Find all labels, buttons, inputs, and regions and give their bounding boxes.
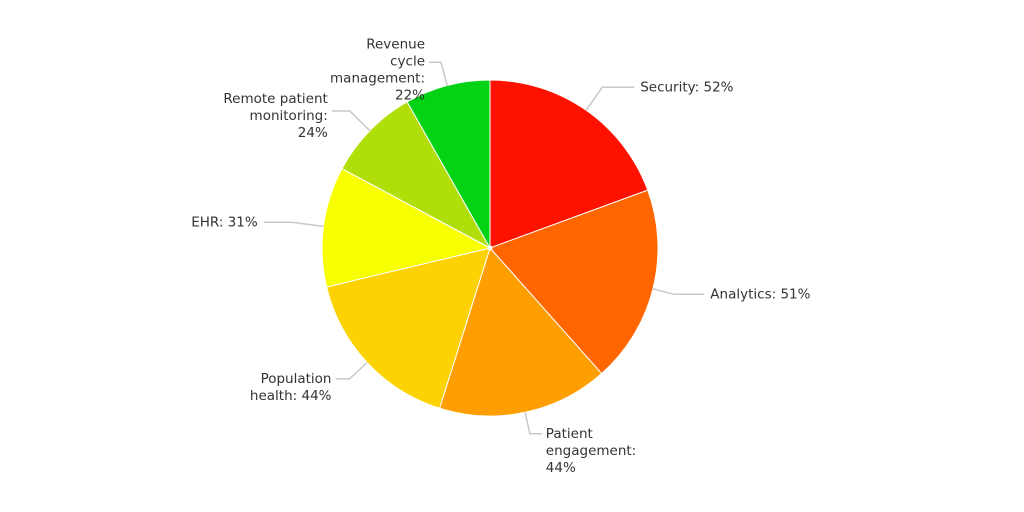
slices-layer	[321, 79, 659, 417]
slice-label-line: health: 44%	[250, 388, 332, 404]
slice-label-patient-engagement: Patient engagement: 44%	[546, 426, 636, 476]
leader-line-remote-patient-monitoring	[331, 110, 371, 132]
slice-label-security: Security: 52%	[640, 79, 733, 95]
slice-label-line: Patient	[546, 426, 593, 442]
leader-line-population-health	[335, 361, 368, 380]
leader-line-ehr	[263, 221, 324, 228]
pie-slice-revenue-cycle-management[interactable]	[406, 79, 491, 250]
pie-slice-population-health[interactable]	[325, 247, 491, 409]
slice-label-line: 24%	[298, 125, 328, 141]
slice-label-line: cycle	[390, 53, 425, 69]
slice-label-line: 44%	[546, 460, 576, 476]
slice-label-remote-patient-monitoring: Remote patient monitoring: 24%	[223, 91, 328, 141]
slice-label-line: Population	[261, 371, 332, 387]
pie-slice-security[interactable]	[489, 79, 649, 249]
leader-line-revenue-cycle-management	[429, 61, 448, 86]
slice-label-line: engagement:	[546, 443, 636, 459]
leaders-layer	[263, 61, 705, 435]
leader-line-security	[585, 86, 635, 111]
labels-layer: Security: 52% Analytics: 51% Patient engage…	[191, 36, 810, 476]
slice-label-line: monitoring:	[250, 108, 328, 124]
leader-line-patient-engagement	[524, 412, 542, 435]
slice-label-line: management:	[330, 70, 425, 86]
slice-label-line: 22%	[395, 87, 425, 103]
slice-label-line: Security: 52%	[640, 79, 733, 95]
pie-center-dot	[487, 245, 493, 251]
slice-label-analytics: Analytics: 51%	[710, 286, 810, 302]
pie-slice-remote-patient-monitoring[interactable]	[341, 101, 492, 250]
leader-line-analytics	[652, 288, 705, 296]
pie-slice-analytics[interactable]	[489, 189, 659, 375]
slice-label-line: EHR: 31%	[191, 214, 258, 230]
slice-label-population-health: Population health: 44%	[250, 371, 332, 404]
slice-label-revenue-cycle-management: Revenue cycle management: 22%	[330, 36, 425, 103]
slice-label-ehr: EHR: 31%	[191, 214, 258, 230]
pie-slice-patient-engagement[interactable]	[438, 247, 603, 417]
slice-label-line: Revenue	[366, 36, 425, 52]
slice-label-line: Analytics: 51%	[710, 286, 810, 302]
slice-label-line: Remote patient	[223, 91, 327, 107]
